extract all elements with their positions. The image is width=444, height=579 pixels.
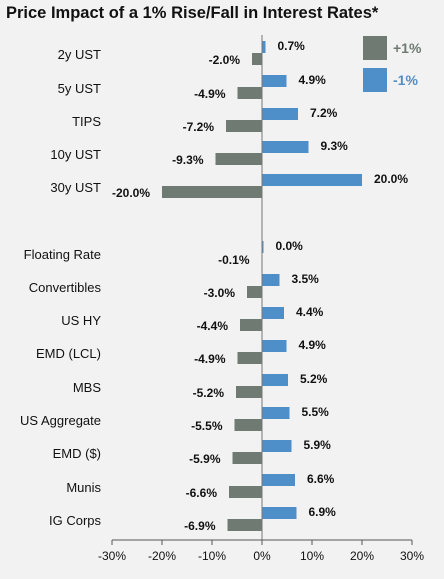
x-tick-label: 20% bbox=[350, 549, 374, 563]
data-label-minus1: 3.5% bbox=[292, 272, 320, 286]
data-label-plus1: -2.0% bbox=[209, 53, 241, 67]
bar-minus1 bbox=[262, 41, 266, 53]
category-label: TIPS bbox=[72, 114, 101, 129]
category-label: EMD ($) bbox=[53, 446, 101, 461]
bar-plus1 bbox=[252, 53, 262, 65]
data-label-minus1: 6.9% bbox=[309, 505, 337, 519]
x-tick-label: -20% bbox=[148, 549, 176, 563]
data-label-minus1: 4.9% bbox=[299, 73, 327, 87]
bar-minus1 bbox=[262, 340, 287, 352]
data-label-minus1: 6.6% bbox=[307, 472, 335, 486]
bar-plus1 bbox=[234, 419, 262, 431]
bar-minus1 bbox=[262, 374, 288, 386]
data-label-minus1: 5.5% bbox=[302, 405, 330, 419]
bar-minus1 bbox=[262, 75, 287, 87]
data-label-minus1: 4.9% bbox=[299, 338, 327, 352]
legend-swatch bbox=[363, 68, 387, 92]
data-label-plus1: -5.5% bbox=[191, 419, 223, 433]
category-label: US HY bbox=[61, 313, 101, 328]
bar-plus1 bbox=[240, 319, 262, 331]
category-label: Convertibles bbox=[29, 280, 102, 295]
category-label: EMD (LCL) bbox=[36, 346, 101, 361]
data-label-plus1: -6.9% bbox=[184, 519, 216, 533]
legend-label: -1% bbox=[393, 72, 418, 88]
data-label-plus1: -3.0% bbox=[204, 286, 236, 300]
data-label-plus1: -4.9% bbox=[194, 352, 226, 366]
bar-plus1 bbox=[236, 386, 262, 398]
data-label-plus1: -6.6% bbox=[186, 486, 218, 500]
category-label: Munis bbox=[66, 480, 101, 495]
bar-minus1 bbox=[262, 307, 284, 319]
data-label-minus1: 4.4% bbox=[296, 305, 324, 319]
category-label: Floating Rate bbox=[24, 247, 101, 262]
bar-plus1 bbox=[227, 519, 262, 531]
data-label-minus1: 5.9% bbox=[304, 438, 332, 452]
bar-plus1 bbox=[237, 87, 262, 99]
bar-plus1 bbox=[237, 352, 262, 364]
bar-minus1 bbox=[262, 274, 280, 286]
data-label-plus1: -5.2% bbox=[193, 386, 225, 400]
category-label: US Aggregate bbox=[20, 413, 101, 428]
category-label: 5y UST bbox=[58, 81, 101, 96]
legend-label: +1% bbox=[393, 40, 422, 56]
x-tick-label: -30% bbox=[98, 549, 126, 563]
bar-plus1 bbox=[247, 286, 262, 298]
data-label-plus1: -4.9% bbox=[194, 87, 226, 101]
bar-plus1 bbox=[229, 486, 262, 498]
bar-minus1 bbox=[262, 174, 362, 186]
data-label-minus1: 0.0% bbox=[276, 239, 304, 253]
bar-minus1 bbox=[262, 407, 290, 419]
category-label: MBS bbox=[73, 380, 102, 395]
bar-minus1 bbox=[262, 440, 292, 452]
data-label-plus1: -9.3% bbox=[172, 153, 204, 167]
bar-minus1 bbox=[262, 507, 297, 519]
bar-plus1 bbox=[162, 186, 262, 198]
x-tick-label: 30% bbox=[400, 549, 424, 563]
data-label-minus1: 5.2% bbox=[300, 372, 328, 386]
x-tick-label: 0% bbox=[253, 549, 271, 563]
data-label-minus1: 0.7% bbox=[278, 39, 306, 53]
category-label: IG Corps bbox=[49, 513, 102, 528]
bar-minus1 bbox=[262, 141, 309, 153]
bar-minus1 bbox=[262, 108, 298, 120]
bar-minus1 bbox=[262, 474, 295, 486]
category-label: 30y UST bbox=[50, 180, 101, 195]
category-label: 10y UST bbox=[50, 147, 101, 162]
data-label-plus1: -7.2% bbox=[183, 120, 215, 134]
data-label-minus1: 7.2% bbox=[310, 106, 338, 120]
category-label: 2y UST bbox=[58, 47, 101, 62]
chart-title: Price Impact of a 1% Rise/Fall in Intere… bbox=[6, 4, 379, 22]
data-label-minus1: 9.3% bbox=[321, 139, 349, 153]
data-label-minus1: 20.0% bbox=[374, 172, 408, 186]
bar-minus1 bbox=[262, 241, 264, 253]
x-tick-label: -10% bbox=[198, 549, 226, 563]
bar-plus1 bbox=[232, 452, 262, 464]
data-label-plus1: -0.1% bbox=[218, 253, 250, 267]
data-label-plus1: -5.9% bbox=[189, 452, 221, 466]
bar-plus1 bbox=[215, 153, 262, 165]
bar-plus1 bbox=[226, 120, 262, 132]
x-tick-label: 10% bbox=[300, 549, 324, 563]
data-label-plus1: -4.4% bbox=[197, 319, 229, 333]
legend-swatch bbox=[363, 36, 387, 60]
data-label-plus1: -20.0% bbox=[112, 186, 150, 200]
